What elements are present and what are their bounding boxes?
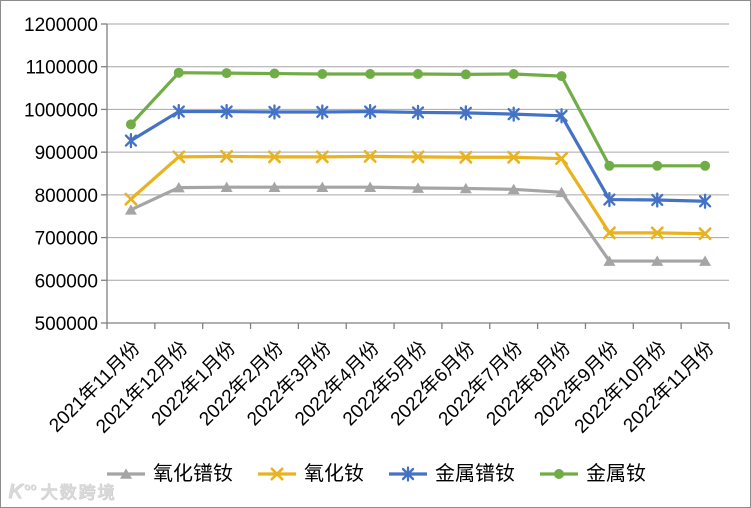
svg-text:1100000: 1100000 bbox=[25, 58, 98, 79]
x-axis-labels: 2021年11月份2021年12月份2022年1月份2022年2月份2022年3… bbox=[45, 337, 719, 438]
legend-item-metal-prnd: 金属镨钕 bbox=[387, 464, 515, 484]
svg-text:1200000: 1200000 bbox=[24, 15, 98, 36]
axes bbox=[101, 23, 730, 329]
watermark-logo-icon: K bbox=[8, 480, 24, 503]
legend-marker-circle-icon bbox=[540, 469, 578, 479]
legend-label: 氧化钕 bbox=[304, 463, 364, 485]
svg-text:900000: 900000 bbox=[35, 143, 98, 164]
legend-marker-asterisk-icon bbox=[389, 466, 427, 482]
legend-label: 氧化镨钕 bbox=[153, 463, 233, 485]
watermark: K oo 大数跨境 bbox=[8, 481, 116, 502]
legend-item-oxide-prnd: 氧化镨钕 bbox=[105, 464, 233, 484]
watermark-text: 大数跨境 bbox=[40, 483, 117, 502]
series-1-x bbox=[124, 149, 712, 241]
legend-marker-x-icon bbox=[258, 467, 296, 481]
svg-text:800000: 800000 bbox=[35, 186, 98, 207]
gridlines bbox=[107, 23, 729, 281]
legend-label: 金属镨钕 bbox=[435, 463, 515, 485]
svg-text:500000: 500000 bbox=[35, 314, 98, 335]
svg-text:700000: 700000 bbox=[35, 229, 98, 250]
series-0-triangle bbox=[124, 181, 712, 266]
series-2-asterisk bbox=[124, 103, 712, 209]
legend-label: 金属钕 bbox=[586, 463, 646, 485]
watermark-logo-sup: oo bbox=[24, 482, 37, 493]
legend-item-metal-nd: 金属钕 bbox=[538, 464, 646, 484]
legend-marker-triangle-icon bbox=[107, 468, 145, 479]
legend-item-oxide-nd: 氧化钕 bbox=[256, 464, 364, 484]
chart-legend: 氧化镨钕 氧化钕 金属镨钕 金属钕 bbox=[1, 459, 750, 489]
svg-text:1000000: 1000000 bbox=[24, 100, 98, 121]
y-axis-labels: 500000 600000 700000 800000 900000 1000000 110… bbox=[24, 15, 98, 335]
series-3-circle bbox=[125, 67, 711, 171]
svg-text:600000: 600000 bbox=[35, 271, 98, 292]
